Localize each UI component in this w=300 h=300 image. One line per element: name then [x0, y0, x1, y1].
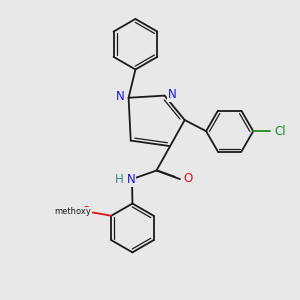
- Text: methoxy: methoxy: [75, 211, 81, 212]
- Text: N: N: [168, 88, 177, 101]
- Text: O: O: [183, 172, 192, 185]
- Text: N: N: [127, 173, 136, 186]
- Text: methoxy: methoxy: [54, 207, 91, 216]
- Text: O: O: [81, 206, 91, 218]
- Text: N: N: [116, 90, 125, 104]
- Text: Cl: Cl: [274, 125, 286, 138]
- Text: H: H: [115, 173, 124, 186]
